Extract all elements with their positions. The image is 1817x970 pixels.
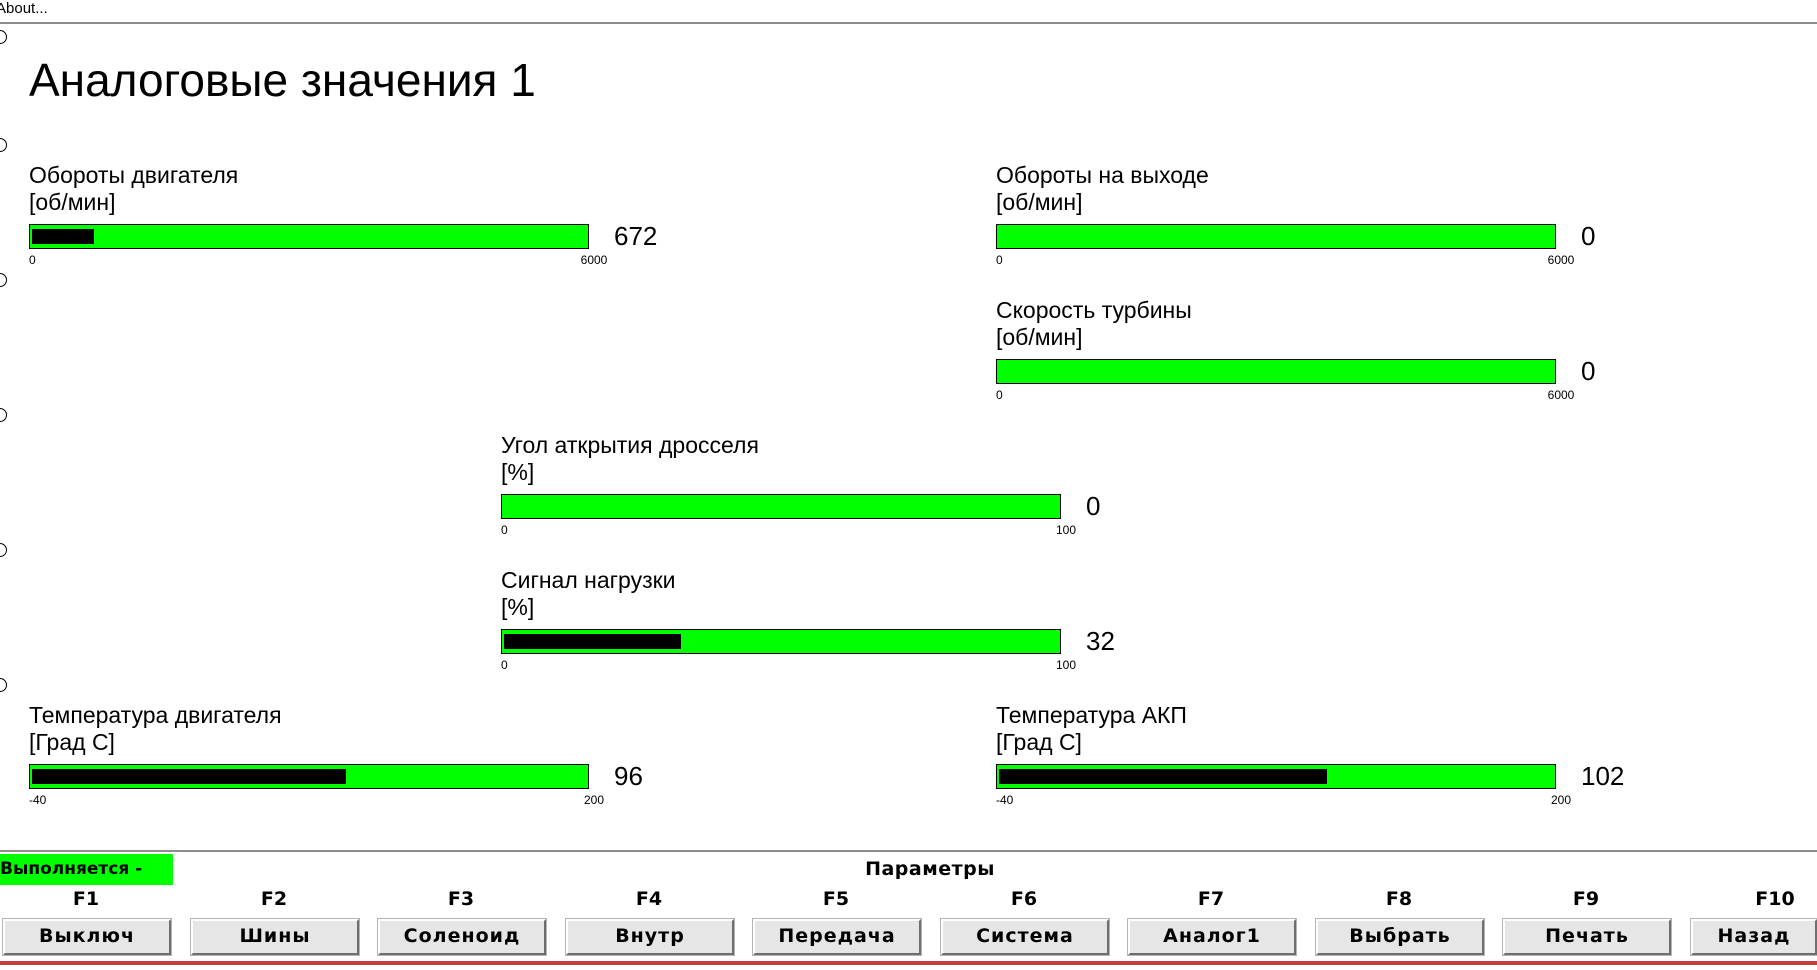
radio-indicator[interactable] [0,138,7,152]
fkey-label-f10: F10 [1755,888,1795,910]
menu-bar: About... [0,0,1817,24]
print-button[interactable]: Печать [1503,919,1671,955]
gauge-transmission-temp: Температура АКП [Град С] 102 -40 200 [996,702,1636,812]
fkey-label-f5: F5 [822,888,850,910]
gauge-bar [501,494,1061,519]
fkey-label-f2: F2 [260,888,288,910]
gauge-unit: [об/мин] [996,189,1083,215]
gauge-unit: [об/мин] [996,324,1083,350]
gauge-label: Обороты двигателя [29,162,239,188]
gauge-engine-rpm: Обороты двигателя [об/мин] 672 0 6000 [29,162,669,272]
gauge-turbine-speed: Скорость турбины [об/мин] 0 0 6000 [996,297,1636,407]
gauge-label: Скорость турбины [996,297,1192,323]
gauge-min: 0 [996,388,1003,402]
status-indicator: Выполняется - [0,854,173,885]
gauge-bar [996,764,1556,789]
gauge-fill [504,634,681,649]
fkey-label-f8: F8 [1385,888,1413,910]
gauge-max: 200 [583,793,605,807]
gauge-label: Сигнал нагрузки [501,567,676,593]
gauge-min: 0 [501,658,508,672]
bus-button[interactable]: Шины [191,919,359,955]
gauge-label: Обороты на выходе [996,162,1209,188]
system-button[interactable]: Система [941,919,1109,955]
gauge-value: 0 [1581,221,1596,251]
gauge-unit: [Град С] [996,729,1082,755]
gauge-label: Температура АКП [996,702,1187,728]
gear-button[interactable]: Передача [753,919,921,955]
gauge-unit: [об/мин] [29,189,116,215]
gauge-max: 100 [1055,658,1077,672]
radio-indicator[interactable] [0,30,7,44]
gauge-max: 6000 [1547,388,1575,402]
gauge-fill [32,229,94,244]
gauge-label: Температура двигателя [29,702,282,728]
gauge-value: 0 [1086,491,1101,521]
gauge-load-signal: Сигнал нагрузки [%] 32 0 100 [501,567,1141,677]
gauge-min: -40 [29,793,47,807]
menu-about[interactable]: About... [0,0,48,17]
gauge-bar [501,629,1061,654]
gauge-bar [29,224,589,249]
radio-indicator[interactable] [0,408,7,422]
gauge-value: 96 [614,761,643,791]
fkey-label-f1: F1 [72,888,100,910]
gauge-bar [29,764,589,789]
function-key-panel: Выполняется - Параметры F1 F2 F3 F4 F5 F… [0,850,1817,970]
analog1-button[interactable]: Аналог1 [1128,919,1296,955]
gauge-bar [996,359,1556,384]
gauge-value: 0 [1581,356,1596,386]
panel-title: Параметры [865,858,995,880]
gauge-max: 200 [1550,793,1572,807]
back-button[interactable]: Назад [1691,919,1817,955]
gauge-engine-temp: Температура двигателя [Град С] 96 -40 20… [29,702,669,812]
gauge-output-rpm: Обороты на выходе [об/мин] 0 0 6000 [996,162,1636,272]
fkey-label-f7: F7 [1197,888,1225,910]
gauge-max: 6000 [580,253,608,267]
gauge-max: 100 [1055,523,1077,537]
radio-indicator[interactable] [0,273,7,287]
page-title: Аналоговые значения 1 [29,54,536,106]
gauge-value: 672 [614,221,658,251]
internal-button[interactable]: Внутр [566,919,734,955]
gauge-value: 32 [1086,626,1115,656]
gauge-label: Угол аткрытия дросселя [501,432,759,458]
gauge-max: 6000 [1547,253,1575,267]
gauge-value: 102 [1581,761,1625,791]
solenoid-button[interactable]: Соленоид [378,919,546,955]
gauge-bar [996,224,1556,249]
gauge-min: 0 [501,523,508,537]
radio-indicator[interactable] [0,678,7,692]
gauge-unit: [%] [501,459,535,485]
gauge-min: 0 [996,253,1003,267]
fkey-label-f3: F3 [447,888,475,910]
gauge-min: -40 [996,793,1014,807]
off-button[interactable]: Выключ [3,919,171,955]
gauge-min: 0 [29,253,36,267]
fkey-label-f9: F9 [1572,888,1600,910]
select-button[interactable]: Выбрать [1316,919,1484,955]
gauge-unit: [Град С] [29,729,115,755]
gauge-unit: [%] [501,594,535,620]
gauge-fill [32,769,346,784]
gauge-fill [999,769,1327,784]
fkey-label-f6: F6 [1010,888,1038,910]
fkey-label-f4: F4 [635,888,663,910]
gauge-throttle-angle: Угол аткрытия дросселя [%] 0 0 100 [501,432,1141,542]
bottom-border [0,961,1817,965]
radio-indicator[interactable] [0,543,7,557]
